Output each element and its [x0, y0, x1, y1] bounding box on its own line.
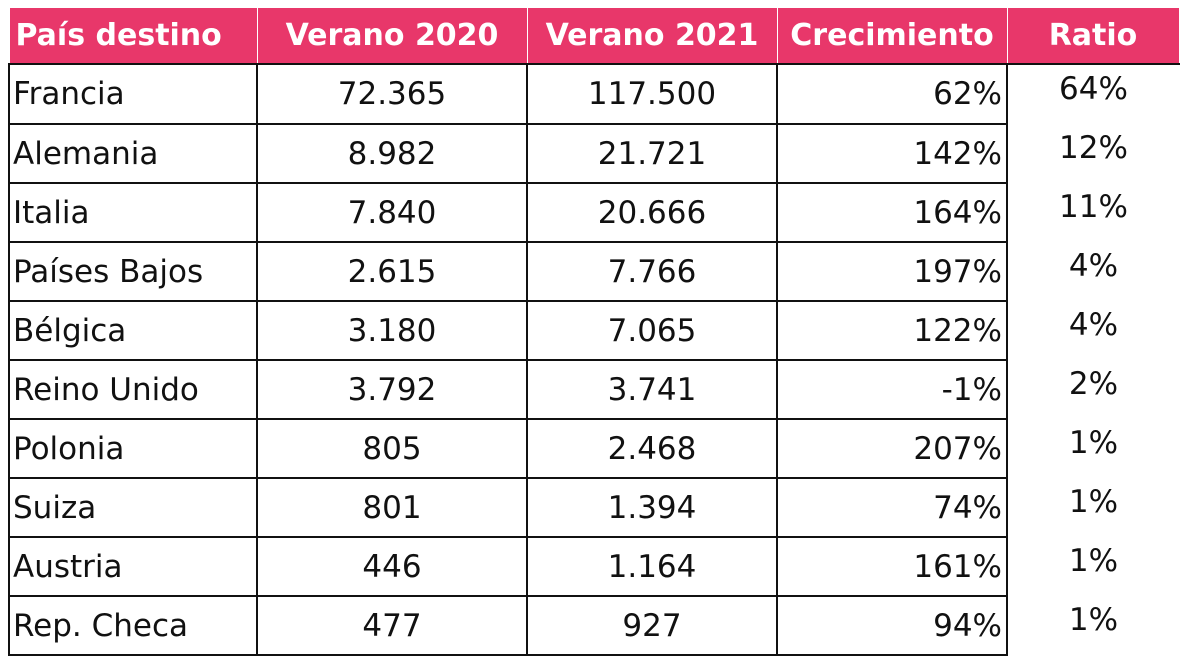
cell-growth: 164%: [776, 182, 1008, 243]
cell-ratio: 1%: [1006, 419, 1179, 478]
table-row: Francia 72.365 117.500 62% 64%: [8, 63, 1179, 125]
cell-country: Italia: [8, 182, 258, 243]
table-row: Polonia 805 2.468 207% 1%: [8, 418, 1179, 479]
cell-growth: 74%: [776, 477, 1008, 538]
cell-ratio: 1%: [1006, 478, 1179, 537]
cell-summer-2021: 1.164: [526, 536, 778, 597]
cell-country: Rep. Checa: [8, 595, 258, 656]
cell-ratio: 1%: [1006, 537, 1179, 596]
cell-growth: 207%: [776, 418, 1008, 479]
cell-country: Francia: [8, 63, 258, 125]
table-row: Italia 7.840 20.666 164% 11%: [8, 182, 1179, 243]
cell-ratio: 11%: [1006, 183, 1179, 242]
header-growth: Crecimiento: [776, 7, 1008, 65]
cell-summer-2021: 21.721: [526, 123, 778, 184]
table-header: País destino Verano 2020 Verano 2021 Cre…: [8, 7, 1180, 65]
cell-country: Suiza: [8, 477, 258, 538]
header-summer-2021: Verano 2021: [526, 7, 778, 65]
cell-summer-2020: 477: [256, 595, 528, 656]
cell-country: Austria: [8, 536, 258, 597]
cell-summer-2020: 801: [256, 477, 528, 538]
cell-ratio: 64%: [1006, 64, 1179, 124]
table-row: Países Bajos 2.615 7.766 197% 4%: [8, 241, 1179, 302]
cell-growth: 142%: [776, 123, 1008, 184]
destinations-table: País destino Verano 2020 Verano 2021 Cre…: [8, 7, 1180, 656]
cell-summer-2021: 7.065: [526, 300, 778, 361]
cell-summer-2020: 7.840: [256, 182, 528, 243]
table-body: Francia 72.365 117.500 62% 64% Alemania …: [8, 63, 1179, 656]
cell-country: Países Bajos: [8, 241, 258, 302]
table-row: Austria 446 1.164 161% 1%: [8, 536, 1179, 597]
cell-summer-2020: 2.615: [256, 241, 528, 302]
table-row: Bélgica 3.180 7.065 122% 4%: [8, 300, 1179, 361]
cell-summer-2021: 927: [526, 595, 778, 656]
header-country: País destino: [8, 7, 258, 65]
cell-country: Alemania: [8, 123, 258, 184]
cell-growth: -1%: [776, 359, 1008, 420]
cell-summer-2021: 20.666: [526, 182, 778, 243]
cell-summer-2021: 7.766: [526, 241, 778, 302]
table-row: Suiza 801 1.394 74% 1%: [8, 477, 1179, 538]
cell-growth: 197%: [776, 241, 1008, 302]
header-row: País destino Verano 2020 Verano 2021 Cre…: [8, 7, 1180, 65]
cell-growth: 161%: [776, 536, 1008, 597]
table-row: Alemania 8.982 21.721 142% 12%: [8, 123, 1179, 184]
table-row: Reino Unido 3.792 3.741 -1% 2%: [8, 359, 1179, 420]
cell-summer-2021: 117.500: [526, 63, 778, 125]
cell-ratio: 4%: [1006, 242, 1179, 301]
cell-ratio: 12%: [1006, 124, 1179, 183]
cell-growth: 62%: [776, 63, 1008, 125]
cell-summer-2021: 1.394: [526, 477, 778, 538]
cell-ratio: 2%: [1006, 360, 1179, 419]
cell-ratio: 4%: [1006, 301, 1179, 360]
cell-summer-2021: 2.468: [526, 418, 778, 479]
header-ratio: Ratio: [1006, 7, 1180, 65]
cell-country: Reino Unido: [8, 359, 258, 420]
cell-summer-2020: 3.792: [256, 359, 528, 420]
cell-summer-2020: 446: [256, 536, 528, 597]
cell-summer-2020: 8.982: [256, 123, 528, 184]
cell-summer-2021: 3.741: [526, 359, 778, 420]
cell-growth: 94%: [776, 595, 1008, 656]
header-summer-2020: Verano 2020: [256, 7, 528, 65]
cell-summer-2020: 3.180: [256, 300, 528, 361]
cell-summer-2020: 805: [256, 418, 528, 479]
cell-growth: 122%: [776, 300, 1008, 361]
cell-summer-2020: 72.365: [256, 63, 528, 125]
table-row: Rep. Checa 477 927 94% 1%: [8, 595, 1179, 656]
cell-country: Polonia: [8, 418, 258, 479]
cell-country: Bélgica: [8, 300, 258, 361]
cell-ratio: 1%: [1006, 596, 1179, 655]
